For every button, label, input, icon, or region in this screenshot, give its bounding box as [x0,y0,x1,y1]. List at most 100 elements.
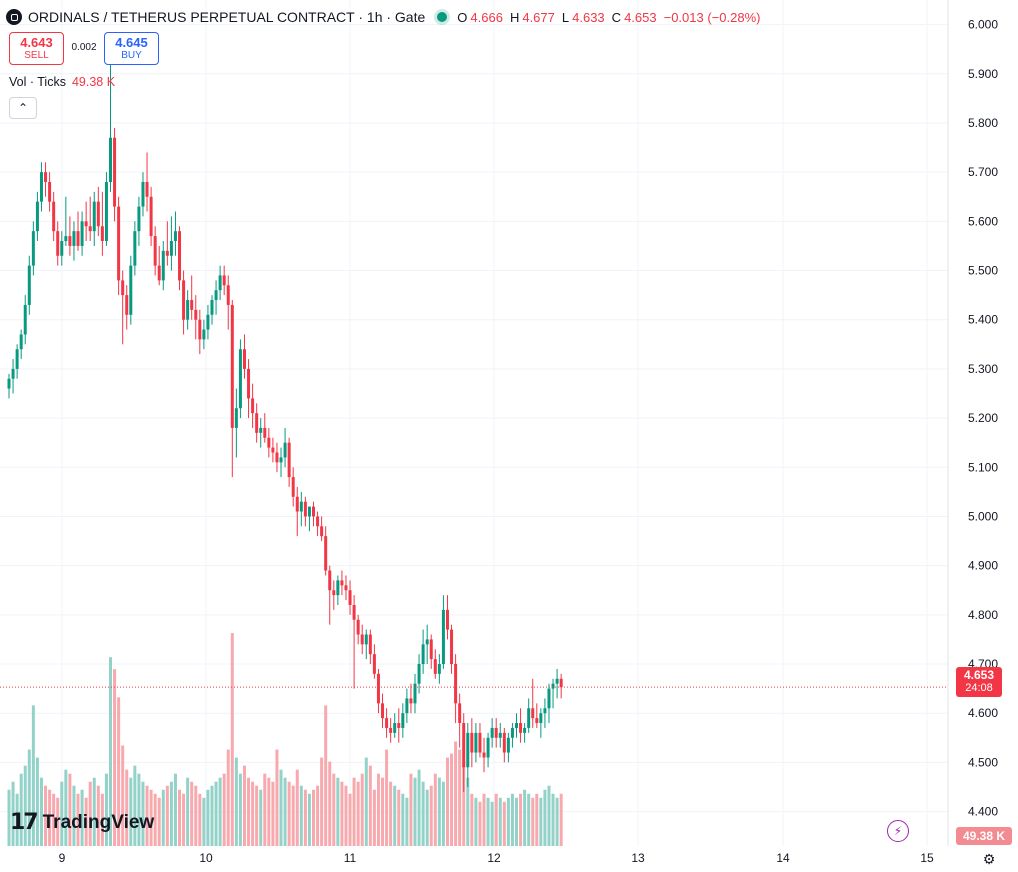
candle [169,216,173,271]
candle [425,624,429,665]
candle [356,614,360,645]
candle [39,162,43,212]
candle [340,570,344,596]
candle-body [64,236,68,242]
volume-bar [401,793,405,846]
candle-body [381,703,385,719]
volume-bar [539,797,543,846]
volume-bar [190,781,194,846]
candle-body [478,732,482,753]
volume-bar [417,769,421,846]
candle-body [352,604,356,620]
last-price-value: 4.653 [963,668,995,682]
time-axis[interactable]: 9 10 11 12 13 14 15 [59,851,934,865]
candle-body [80,221,84,246]
candle-body [303,501,307,517]
candle [129,255,133,325]
logo-text: TradingView [42,811,155,833]
volume-bar [169,781,173,846]
candle-body [466,732,470,768]
change-value: −0.013 (−0.28%) [663,9,761,25]
volume-bar [113,669,117,846]
candle-body [299,501,303,512]
candle-body [409,698,413,704]
candle [133,221,137,276]
candle [405,688,409,724]
candle-body [121,280,125,296]
candle [64,196,68,246]
x-tick-label: 14 [776,851,790,865]
candle-body [482,752,486,758]
candle [385,708,389,738]
symbol-title[interactable]: ORDINALS / TETHERUS PERPETUAL CONTRACT ·… [28,9,426,25]
collapse-legend-button[interactable]: ⌃ [9,97,37,119]
candle-body [324,536,328,571]
candle [543,698,547,728]
volume-bar [141,781,145,846]
candle-body [510,727,514,738]
candle-body [11,368,15,379]
candle-body [287,442,291,478]
volume-bar [372,789,376,846]
candle [234,388,238,458]
candle [433,649,437,679]
volume-bars [7,633,563,846]
candle [173,211,177,256]
candle-body [340,580,344,586]
candle-body [332,590,336,596]
lightning-icon[interactable]: ⚡ [887,820,909,842]
candle [478,723,482,758]
tradingview-logo[interactable]: 17 TradingView [10,810,154,835]
volume-bar [466,777,470,846]
candle-body [129,265,133,315]
volume-bar [161,789,165,846]
volume-bar [299,785,303,846]
candle [206,304,210,340]
candle-body [336,580,340,596]
candle [190,275,194,320]
candle-body [198,319,202,340]
candle-body [344,585,348,591]
volume-bar [226,749,230,846]
volume-bar [88,781,92,846]
candle-body [316,516,320,527]
candle-body [441,609,445,665]
volume-bar [413,777,417,846]
candle-body [222,275,226,286]
candle-body [226,285,230,305]
candle [117,196,121,296]
volume-bar [303,789,307,846]
volume-legend[interactable]: Vol · Ticks 49.38 K [9,75,115,89]
candle-body [429,639,433,660]
volume-bar [364,757,368,846]
candle [104,172,108,246]
volume-bar [433,773,437,846]
volume-bar [344,785,348,846]
candle [535,703,539,728]
candle [186,290,190,330]
buy-button[interactable]: 4.645 BUY [104,32,159,65]
candle-body [320,526,324,537]
candle-body [328,570,332,591]
volume-bar [149,789,153,846]
candle-body [401,713,405,728]
candle-body [275,452,279,463]
volume-bar [242,765,246,846]
x-tick-label: 15 [920,851,934,865]
candle [15,344,19,379]
volume-bar [441,781,445,846]
price-axis[interactable]: 6.000 5.900 5.800 5.700 5.600 5.500 5.400 5.300… [968,18,998,819]
candle [194,295,198,340]
candle [100,191,104,256]
candle [137,196,141,246]
sell-button[interactable]: 4.643 SELL [9,32,64,65]
candle [462,713,466,792]
candle [454,654,458,724]
volume-bar [368,765,372,846]
candle [389,718,393,743]
candle [348,580,352,615]
settings-gear-icon[interactable]: ⚙ [982,850,996,867]
volume-bar [210,785,214,846]
candle-body [117,206,121,281]
